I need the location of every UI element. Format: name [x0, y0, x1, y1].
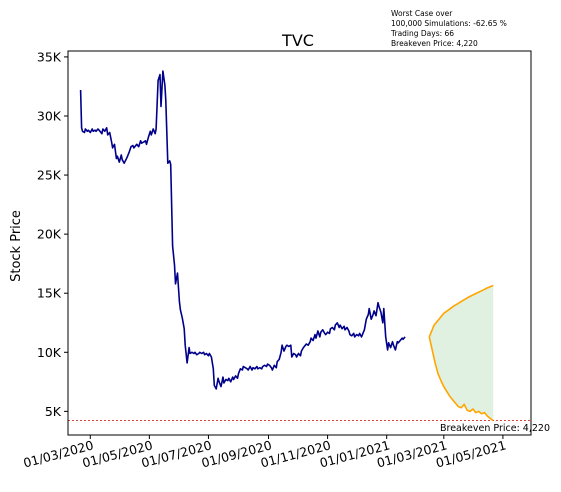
plot-area	[68, 70, 531, 422]
best-case-line	[428, 284, 494, 338]
annotation-line-2: 100,000 Simulations: -62.65 %	[391, 19, 507, 28]
y-tick-label: 15K	[37, 286, 62, 301]
y-tick-label: 25K	[37, 168, 62, 183]
y-tick-label: 20K	[37, 227, 62, 242]
annotation-line-1: Worst Case over	[391, 9, 453, 18]
breakeven-label: Breakeven Price: 4,220	[440, 423, 550, 434]
worst-case-line	[428, 336, 494, 422]
y-axis-title: Stock Price	[9, 210, 24, 282]
y-tick-label: 10K	[37, 345, 62, 360]
historical-price-line	[79, 70, 406, 390]
y-tick-label: 35K	[37, 49, 62, 64]
y-tick-label: 5K	[45, 404, 62, 419]
chart-title: TVC	[281, 31, 314, 50]
simulation-annotation: Worst Case over 100,000 Simulations: -62…	[390, 9, 507, 48]
y-tick-label: 30K	[37, 108, 62, 123]
annotation-line-3: Trading Days: 66	[390, 29, 454, 38]
plot-frame	[67, 50, 532, 436]
simulation-range-band	[429, 285, 494, 421]
annotation-line-4: Breakeven Price: 4,220	[391, 39, 478, 48]
